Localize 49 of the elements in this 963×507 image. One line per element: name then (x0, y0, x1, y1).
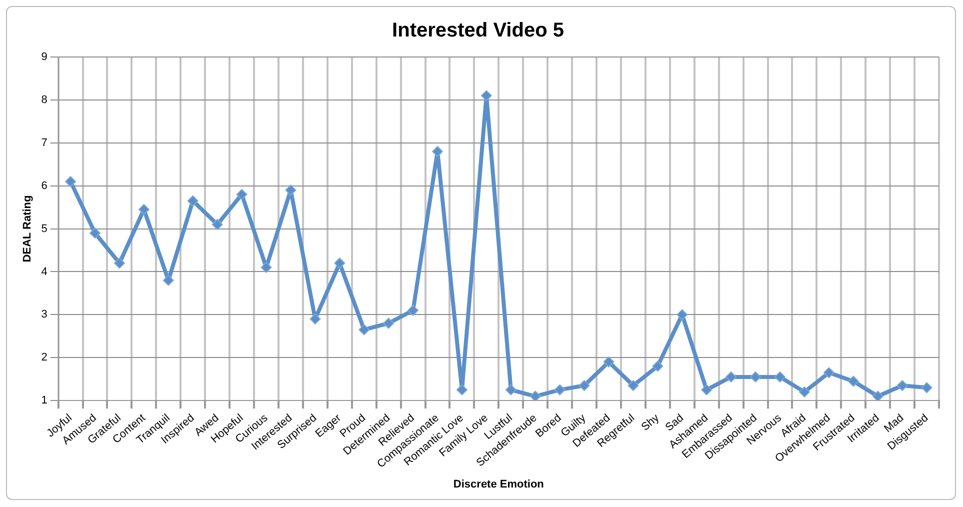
point (676, 309, 688, 320)
point (310, 313, 321, 324)
y-tick-label: 6 (41, 180, 48, 192)
point (90, 228, 101, 239)
y-tick-label: 3 (41, 308, 48, 321)
y-tick-label: 7 (41, 136, 48, 149)
point (456, 384, 468, 396)
point (628, 380, 639, 392)
point (432, 146, 443, 157)
point (358, 324, 370, 336)
point (212, 218, 223, 230)
point (750, 371, 762, 382)
point (896, 380, 908, 392)
point (652, 360, 664, 372)
y-tick-label: 5 (41, 222, 48, 235)
point (530, 390, 541, 401)
y-tick-label: 8 (41, 94, 48, 106)
point (114, 258, 125, 269)
y-tick-label: 9 (41, 51, 48, 64)
point (285, 184, 296, 196)
point (554, 384, 566, 396)
point (505, 384, 516, 396)
point (162, 274, 174, 286)
point (334, 258, 346, 269)
point (480, 90, 492, 102)
y-tick-label: 2 (41, 352, 48, 364)
point (848, 376, 859, 387)
y-tick-label: 1 (41, 394, 48, 407)
point (726, 371, 737, 382)
point (236, 188, 248, 200)
y-axis-title: DEAL Rating (22, 195, 34, 262)
y-tick-label: 4 (41, 266, 48, 278)
x-axis-title: Discrete Emotion (453, 478, 544, 490)
point (603, 356, 614, 368)
point (921, 382, 932, 394)
point (138, 204, 150, 215)
point (872, 390, 884, 401)
point (65, 176, 76, 188)
point (823, 367, 834, 378)
point (578, 380, 590, 392)
point (408, 304, 419, 316)
point (798, 386, 810, 398)
point (701, 384, 712, 396)
point (383, 318, 394, 329)
point (187, 195, 198, 206)
x-tick-label: Shy (639, 412, 662, 434)
chart-title: Interested Video 5 (392, 20, 564, 42)
point (260, 262, 272, 273)
point (774, 371, 786, 382)
